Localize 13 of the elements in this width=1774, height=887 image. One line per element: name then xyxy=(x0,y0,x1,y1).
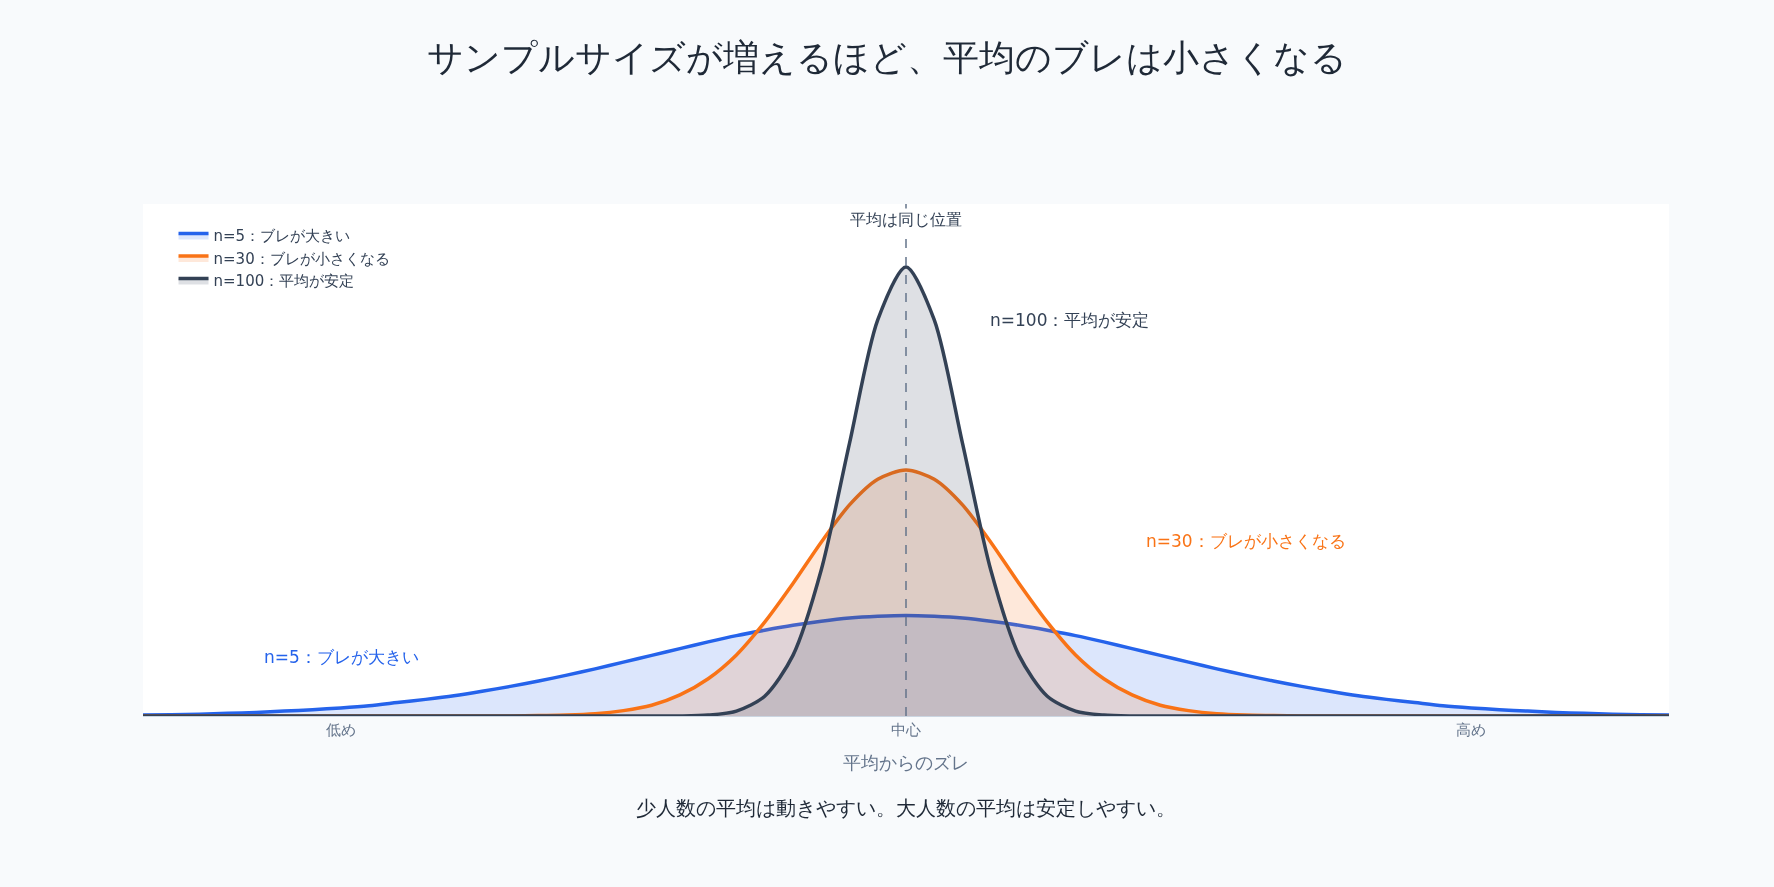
annotation: n=100：平均が安定 xyxy=(990,310,1150,330)
x-tick-label: 高め xyxy=(1456,721,1487,739)
x-axis-title: 平均からのズレ xyxy=(843,752,969,774)
chart-title: サンプルサイズが増えるほど、平均のブレは小さくなる xyxy=(427,36,1347,78)
annotation: n=5：ブレが大きい xyxy=(264,647,419,667)
text: 少人数の平均は動きやすい。大人数の平均は安定しやすい。 xyxy=(636,796,1176,820)
legend-label: n=5：ブレが大きい xyxy=(213,227,351,246)
x-tick-label: 低め xyxy=(325,721,356,739)
legend-label: n=100：平均が安定 xyxy=(213,272,355,291)
ref-line-label: 平均は同じ位置 xyxy=(850,210,962,229)
x-tick-label: 中心 xyxy=(891,721,921,739)
legend-label: n=30：ブレが小さくなる xyxy=(213,249,390,268)
annotation: n=30：ブレが小さくなる xyxy=(1146,531,1346,551)
